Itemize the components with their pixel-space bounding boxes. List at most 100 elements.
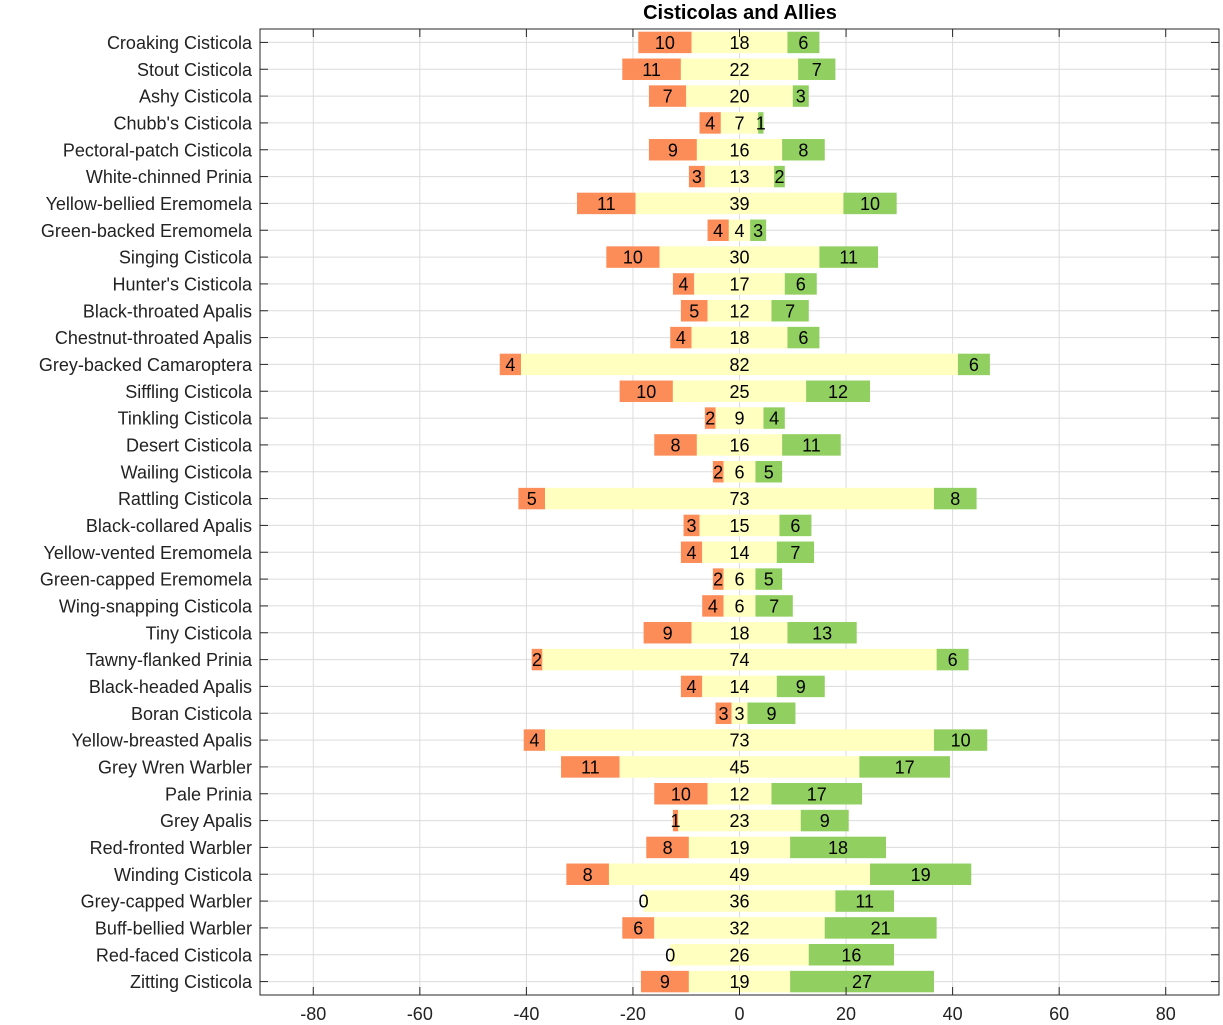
- bar-left: [643, 622, 692, 644]
- value-label-left: 11: [597, 194, 616, 214]
- bar-middle: [704, 165, 775, 188]
- bar-left: [680, 300, 708, 322]
- category-label: Grey Wren Warbler: [98, 757, 252, 777]
- value-label-left: 10: [623, 248, 643, 268]
- value-label-right: 17: [807, 784, 827, 804]
- category-labels: Croaking Cisticola Stout Cisticola Ashy Ci…: [39, 33, 253, 992]
- bar-middle: [731, 702, 748, 724]
- bar-right: [782, 139, 825, 161]
- bar-middle: [521, 353, 958, 376]
- bar-middle: [723, 568, 756, 590]
- value-label-middle: 9: [734, 409, 744, 429]
- bar-middle: [720, 112, 759, 134]
- value-label-left: 4: [708, 596, 718, 616]
- value-label-right: 7: [785, 301, 795, 321]
- bar-left: [566, 863, 609, 885]
- bar-middle: [723, 595, 756, 617]
- bar-right: [790, 970, 934, 993]
- bar-right: [792, 85, 809, 107]
- bar-right: [774, 165, 785, 188]
- category-label: Rattling Cisticola: [118, 489, 253, 509]
- bar-middle: [678, 809, 801, 832]
- bar-right: [870, 863, 972, 885]
- bar-middle: [545, 729, 934, 751]
- value-label-middle: 16: [729, 140, 749, 160]
- value-label-left: 1: [671, 811, 681, 831]
- value-label-middle: 6: [734, 570, 744, 590]
- value-label-left: 3: [687, 516, 697, 536]
- value-label-right: 6: [796, 274, 806, 294]
- bar-left: [672, 273, 695, 295]
- bar-middle: [715, 407, 764, 429]
- chart-title: Cisticolas and Allies: [643, 2, 837, 24]
- value-label-middle: 39: [729, 194, 749, 214]
- bar-right: [771, 783, 863, 805]
- value-label-left: 2: [532, 650, 542, 670]
- value-label-right: 8: [950, 489, 960, 509]
- value-label-left: 7: [663, 87, 673, 107]
- bar-left: [683, 514, 700, 537]
- bar-left: [523, 729, 546, 751]
- category-label: Boran Cisticola: [131, 704, 253, 724]
- bar-right: [819, 246, 879, 268]
- bar-middle: [635, 192, 844, 215]
- category-label: Black-throated Apalis: [83, 301, 252, 321]
- category-label: Siffling Cisticola: [125, 382, 253, 402]
- value-label-middle: 49: [729, 865, 749, 885]
- bar-middle: [542, 648, 937, 671]
- value-label-left: 2: [713, 570, 723, 590]
- value-label-middle: 36: [729, 892, 749, 912]
- value-label-right: 11: [839, 248, 858, 268]
- category-label: Black-headed Apalis: [89, 677, 252, 697]
- bar-right: [755, 461, 783, 483]
- value-label-middle: 14: [729, 677, 749, 697]
- bar-middle: [696, 434, 783, 456]
- value-label-right: 5: [764, 462, 774, 482]
- value-label-left: 9: [663, 623, 673, 643]
- category-label: Red-faced Cisticola: [96, 945, 253, 965]
- value-label-middle: 26: [729, 945, 749, 965]
- value-label-middle: 22: [729, 60, 749, 80]
- value-label-middle: 32: [729, 918, 749, 938]
- category-label: Tiny Cisticola: [146, 623, 253, 643]
- bar-right: [787, 31, 820, 54]
- value-label-right: 19: [911, 865, 931, 885]
- bar-left: [606, 246, 660, 268]
- value-label-left: 6: [633, 918, 643, 938]
- bar-right: [808, 944, 895, 966]
- x-tick-label: -40: [513, 1004, 539, 1024]
- value-label-right: 10: [860, 194, 880, 214]
- category-label: Grey-backed Camaroptera: [39, 355, 253, 375]
- value-label-right: 17: [895, 757, 915, 777]
- bar-right: [763, 407, 785, 429]
- value-label-right: 7: [812, 60, 822, 80]
- bar-left: [531, 648, 543, 671]
- category-label: Buff-bellied Warbler: [95, 918, 252, 938]
- value-label-middle: 15: [729, 516, 749, 536]
- bar-right: [806, 380, 871, 402]
- value-label-middle: 74: [729, 650, 749, 670]
- value-label-left: 3: [719, 704, 729, 724]
- value-label-right: 4: [769, 409, 779, 429]
- value-label-right: 1: [756, 113, 766, 133]
- x-tick-label: -20: [620, 1004, 646, 1024]
- bar-left: [672, 809, 679, 832]
- value-label-left: 4: [687, 677, 697, 697]
- category-label: Grey-capped Warbler: [81, 892, 252, 912]
- bar-right: [779, 514, 812, 537]
- value-label-left: 5: [527, 489, 537, 509]
- value-label-middle: 25: [729, 382, 749, 402]
- bar-left: [715, 702, 732, 724]
- category-label: Winding Cisticola: [114, 865, 253, 885]
- value-label-left: 10: [636, 382, 656, 402]
- bar-left: [707, 219, 729, 241]
- category-label: Singing Cisticola: [119, 248, 253, 268]
- value-label-middle: 12: [729, 784, 749, 804]
- bar-left: [688, 165, 705, 188]
- value-label-right: 8: [798, 140, 808, 160]
- bar-left: [640, 970, 689, 993]
- value-label-left: 4: [679, 274, 689, 294]
- value-label-left: 4: [687, 543, 697, 563]
- value-label-middle: 45: [729, 757, 749, 777]
- bar-middle: [691, 31, 788, 54]
